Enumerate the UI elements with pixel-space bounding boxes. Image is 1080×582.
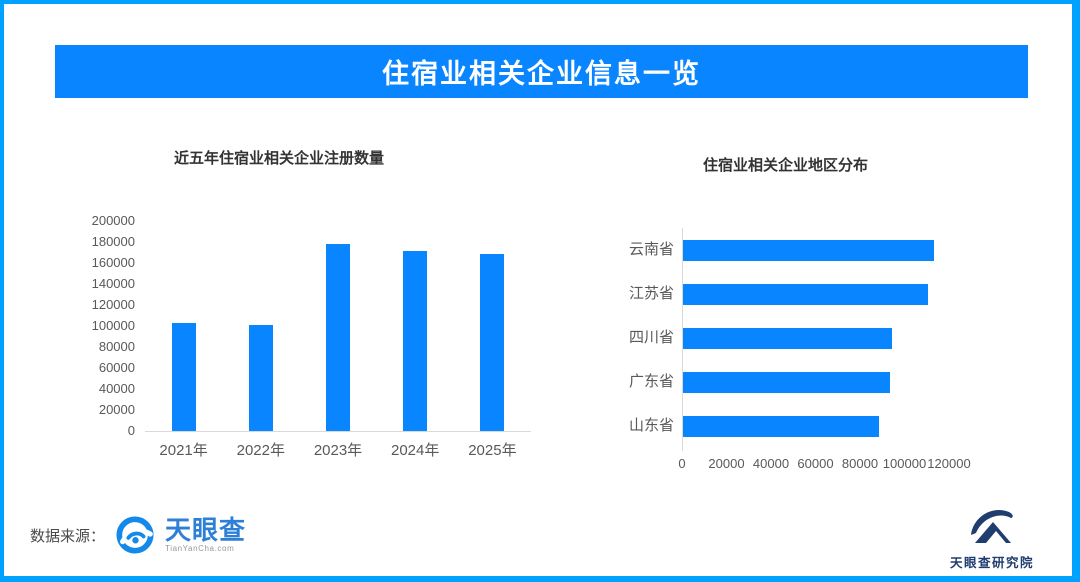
y-axis-category-label: 山东省: [628, 417, 674, 434]
frame-border-right: [1072, 0, 1080, 582]
data-source-block: 数据来源： 天眼查 TianYanCha.com: [30, 512, 246, 558]
y-axis-tick-label: 0: [127, 423, 135, 438]
bar-2022年: [248, 325, 273, 431]
y-axis-tick-label: 100000: [91, 318, 135, 333]
bar-云南省: [683, 239, 934, 261]
bar-广东省: [683, 371, 890, 393]
x-axis-tick-label: 60000: [797, 456, 834, 471]
research-institute-label: 天眼查研究院: [949, 556, 1034, 570]
research-institute-icon: [971, 509, 1013, 543]
header-banner: 住宿业相关企业信息一览: [55, 45, 1028, 98]
x-axis-category-label: 2024年: [391, 442, 440, 459]
y-axis-tick-label: 180000: [91, 234, 135, 249]
y-axis-tick-label: 120000: [91, 297, 135, 312]
tianyancha-domain: TianYanCha.com: [165, 544, 235, 553]
x-axis-category-label: 2025年: [468, 442, 517, 459]
bar-2025年: [480, 254, 505, 431]
y-axis-tick-label: 200000: [91, 213, 135, 228]
y-axis-category-label: 广东省: [628, 373, 674, 390]
frame-border-left: [0, 0, 4, 582]
bar-山东省: [683, 415, 879, 437]
bar-江苏省: [683, 283, 928, 305]
y-axis-category-label: 云南省: [628, 241, 674, 258]
y-axis-line: [682, 228, 683, 451]
bar-2024年: [403, 251, 428, 431]
left-chart-title: 近五年住宿业相关企业注册数量: [174, 150, 385, 167]
x-axis-category-label: 2022年: [236, 442, 285, 459]
research-institute-block: 天眼查研究院: [942, 503, 1042, 571]
x-axis-category-label: 2023年: [313, 442, 363, 459]
frame-border-top: [0, 0, 1080, 4]
bar-四川省: [683, 327, 892, 349]
bar-2023年: [326, 244, 350, 431]
frame-border-bottom: [0, 576, 1080, 582]
y-axis-tick-label: 140000: [91, 276, 135, 291]
data-source-label: 数据来源：: [30, 527, 106, 545]
y-axis-tick-label: 40000: [98, 381, 135, 396]
bar-2021年: [171, 323, 196, 431]
x-axis-tick-label: 100000: [882, 456, 927, 471]
y-axis-tick-label: 80000: [98, 339, 135, 354]
x-axis-tick-label: 120000: [927, 456, 971, 471]
y-axis-tick-label: 160000: [91, 255, 135, 270]
x-axis-line: [145, 431, 531, 432]
y-axis-tick-label: 20000: [98, 402, 135, 417]
page-title: 住宿业相关企业信息一览: [382, 59, 701, 89]
tianyancha-wordmark-block: 天眼查 TianYanCha.com: [165, 517, 246, 553]
tianyancha-wordmark: 天眼查: [165, 515, 247, 545]
y-axis-tick-label: 60000: [98, 360, 135, 375]
x-axis-tick-label: 80000: [841, 456, 879, 471]
x-axis-category-label: 2021年: [159, 442, 208, 459]
x-axis-tick-label: 20000: [708, 456, 745, 471]
y-axis-category-label: 四川省: [628, 329, 674, 346]
y-axis-category-label: 江苏省: [628, 285, 674, 302]
x-axis-tick-label: 0: [678, 456, 686, 471]
tianyancha-icon: [116, 516, 154, 554]
right-chart-title: 住宿业相关企业地区分布: [703, 157, 869, 174]
x-axis-tick-label: 40000: [752, 456, 790, 471]
